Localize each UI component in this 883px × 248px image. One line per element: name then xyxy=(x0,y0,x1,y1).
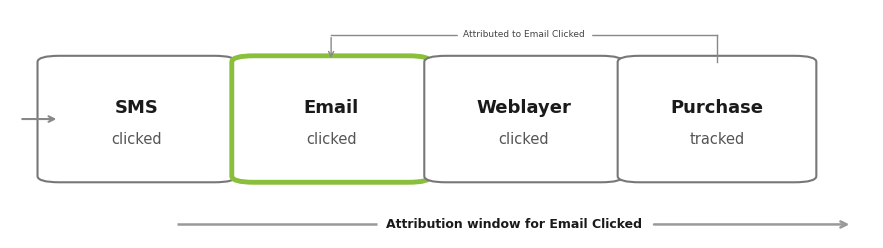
Text: Attributed to Email Clicked: Attributed to Email Clicked xyxy=(464,30,585,39)
Text: clicked: clicked xyxy=(111,132,162,147)
Text: Email: Email xyxy=(304,99,358,117)
Text: Purchase: Purchase xyxy=(670,99,764,117)
Text: Attribution window for Email Clicked: Attribution window for Email Clicked xyxy=(387,218,642,231)
Text: clicked: clicked xyxy=(306,132,357,147)
FancyBboxPatch shape xyxy=(424,56,623,182)
Text: clicked: clicked xyxy=(498,132,549,147)
FancyBboxPatch shape xyxy=(618,56,816,182)
Text: tracked: tracked xyxy=(690,132,744,147)
FancyBboxPatch shape xyxy=(231,56,430,182)
FancyBboxPatch shape xyxy=(38,56,236,182)
Text: SMS: SMS xyxy=(115,99,159,117)
Text: Weblayer: Weblayer xyxy=(476,99,571,117)
